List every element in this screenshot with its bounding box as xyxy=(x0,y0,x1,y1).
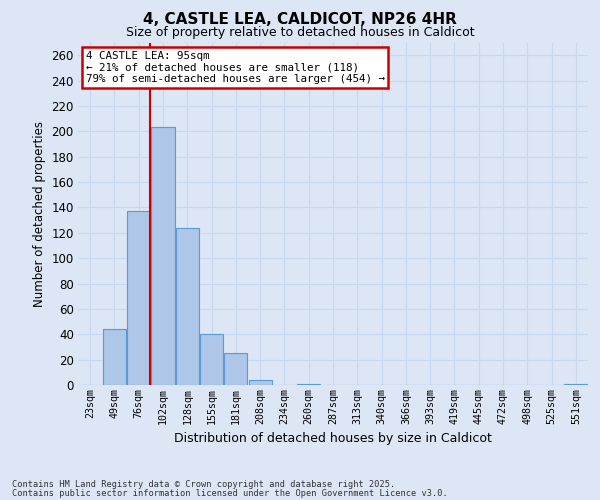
Bar xyxy=(200,334,223,385)
Bar xyxy=(297,384,320,385)
Bar xyxy=(248,380,272,385)
Bar xyxy=(224,354,247,385)
Text: 4, CASTLE LEA, CALDICOT, NP26 4HR: 4, CASTLE LEA, CALDICOT, NP26 4HR xyxy=(143,12,457,28)
Text: Size of property relative to detached houses in Caldicot: Size of property relative to detached ho… xyxy=(125,26,475,39)
X-axis label: Distribution of detached houses by size in Caldicot: Distribution of detached houses by size … xyxy=(174,432,492,445)
Bar xyxy=(103,329,126,385)
Text: Contains public sector information licensed under the Open Government Licence v3: Contains public sector information licen… xyxy=(12,488,448,498)
Bar xyxy=(127,211,150,385)
Bar xyxy=(176,228,199,385)
Bar xyxy=(151,128,175,385)
Bar xyxy=(565,384,587,385)
Text: 4 CASTLE LEA: 95sqm
← 21% of detached houses are smaller (118)
79% of semi-detac: 4 CASTLE LEA: 95sqm ← 21% of detached ho… xyxy=(86,51,385,84)
Y-axis label: Number of detached properties: Number of detached properties xyxy=(33,120,46,306)
Text: Contains HM Land Registry data © Crown copyright and database right 2025.: Contains HM Land Registry data © Crown c… xyxy=(12,480,395,489)
